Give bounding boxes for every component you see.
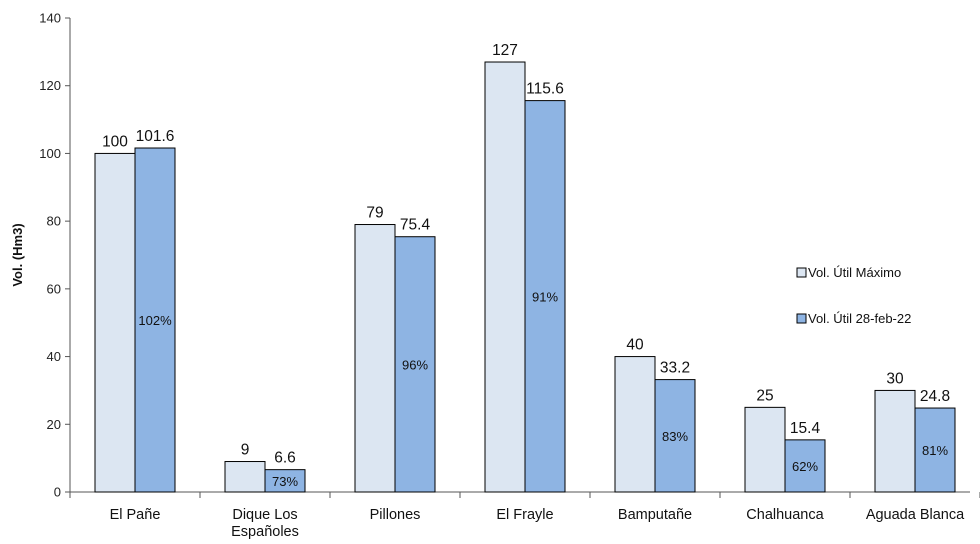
bar-value-label: 40	[626, 337, 644, 354]
bars	[94, 61, 956, 493]
category-label: Chalhuanca	[746, 507, 824, 523]
bar-value-label: 101.6	[136, 128, 175, 145]
percent-label: 81%	[922, 443, 948, 458]
category-label: Españoles	[231, 524, 299, 540]
percent-label: 91%	[532, 289, 558, 304]
legend-swatch	[796, 313, 807, 324]
bar-vol-util-28-feb-22	[784, 439, 826, 493]
y-tick-label: 140	[39, 11, 61, 26]
bar-vol-util-28-feb-22	[654, 379, 696, 493]
bar-vol-util-maximo	[874, 389, 916, 493]
category-label: Aguada Blanca	[866, 507, 965, 523]
y-tick-label: 40	[47, 349, 61, 364]
legend-swatch	[796, 267, 807, 278]
bar-vol-util-maximo	[484, 61, 526, 493]
bar-value-label: 100	[102, 133, 128, 150]
bar-value-label: 75.4	[400, 217, 431, 234]
bar-vol-util-28-feb-22	[134, 147, 176, 493]
percent-label: 62%	[792, 459, 818, 474]
category-label: El Pañe	[110, 507, 161, 523]
axes: 0 20 40 60 80 100 120 140 Vol. (Hm3)	[10, 11, 980, 500]
bar-vol-util-28-feb-22	[524, 100, 566, 493]
y-tick-label: 60	[47, 281, 61, 296]
category-label: Dique Los	[232, 507, 297, 523]
y-axis-label: Vol. (Hm3)	[10, 223, 25, 286]
bar-vol-util-maximo	[94, 152, 136, 493]
bar-value-label: 30	[886, 370, 904, 387]
bar-value-label: 15.4	[790, 420, 821, 437]
bar-vol-util-maximo	[744, 406, 786, 493]
category-label: El Frayle	[496, 507, 553, 523]
bar-vol-util-maximo	[354, 224, 396, 493]
y-tick-label: 20	[47, 417, 61, 432]
percent-label: 96%	[402, 357, 428, 372]
percent-label: 73%	[272, 474, 298, 489]
bar-vol-util-maximo	[224, 461, 266, 493]
bar-value-label: 79	[366, 205, 383, 222]
legend-label: Vol. Útil Máximo	[808, 265, 901, 280]
bar-value-label: 6.6	[274, 450, 296, 467]
bar-value-label: 24.8	[920, 388, 950, 405]
y-tick-label: 80	[47, 214, 61, 229]
y-tick-label: 100	[39, 146, 61, 161]
data-labels: 100 101.6 102% El Pañe 9 6.6 73% Dique LosEspañ…	[102, 42, 965, 540]
bar-vol-util-28-feb-22	[914, 407, 956, 493]
bar-vol-util-28-feb-22	[394, 236, 436, 493]
legend: Vol. Útil Máximo Vol. Útil 28-feb-22	[796, 265, 911, 326]
category-label: Pillones	[370, 507, 421, 523]
bar-value-label: 115.6	[526, 81, 564, 98]
legend-label: Vol. Útil 28-feb-22	[808, 311, 911, 326]
bar-vol-util-maximo	[614, 356, 656, 493]
percent-label: 83%	[662, 429, 688, 444]
bar-vol-util-28-feb-22	[264, 469, 306, 493]
bar-value-label: 25	[756, 387, 773, 404]
percent-label: 102%	[138, 313, 172, 328]
bar-value-label: 127	[492, 42, 518, 59]
bar-value-label: 33.2	[660, 360, 690, 377]
y-tick-label: 0	[54, 485, 61, 500]
bar-value-label: 9	[241, 442, 250, 459]
y-tick-label: 120	[39, 78, 61, 93]
category-label: Bamputañe	[618, 507, 692, 523]
